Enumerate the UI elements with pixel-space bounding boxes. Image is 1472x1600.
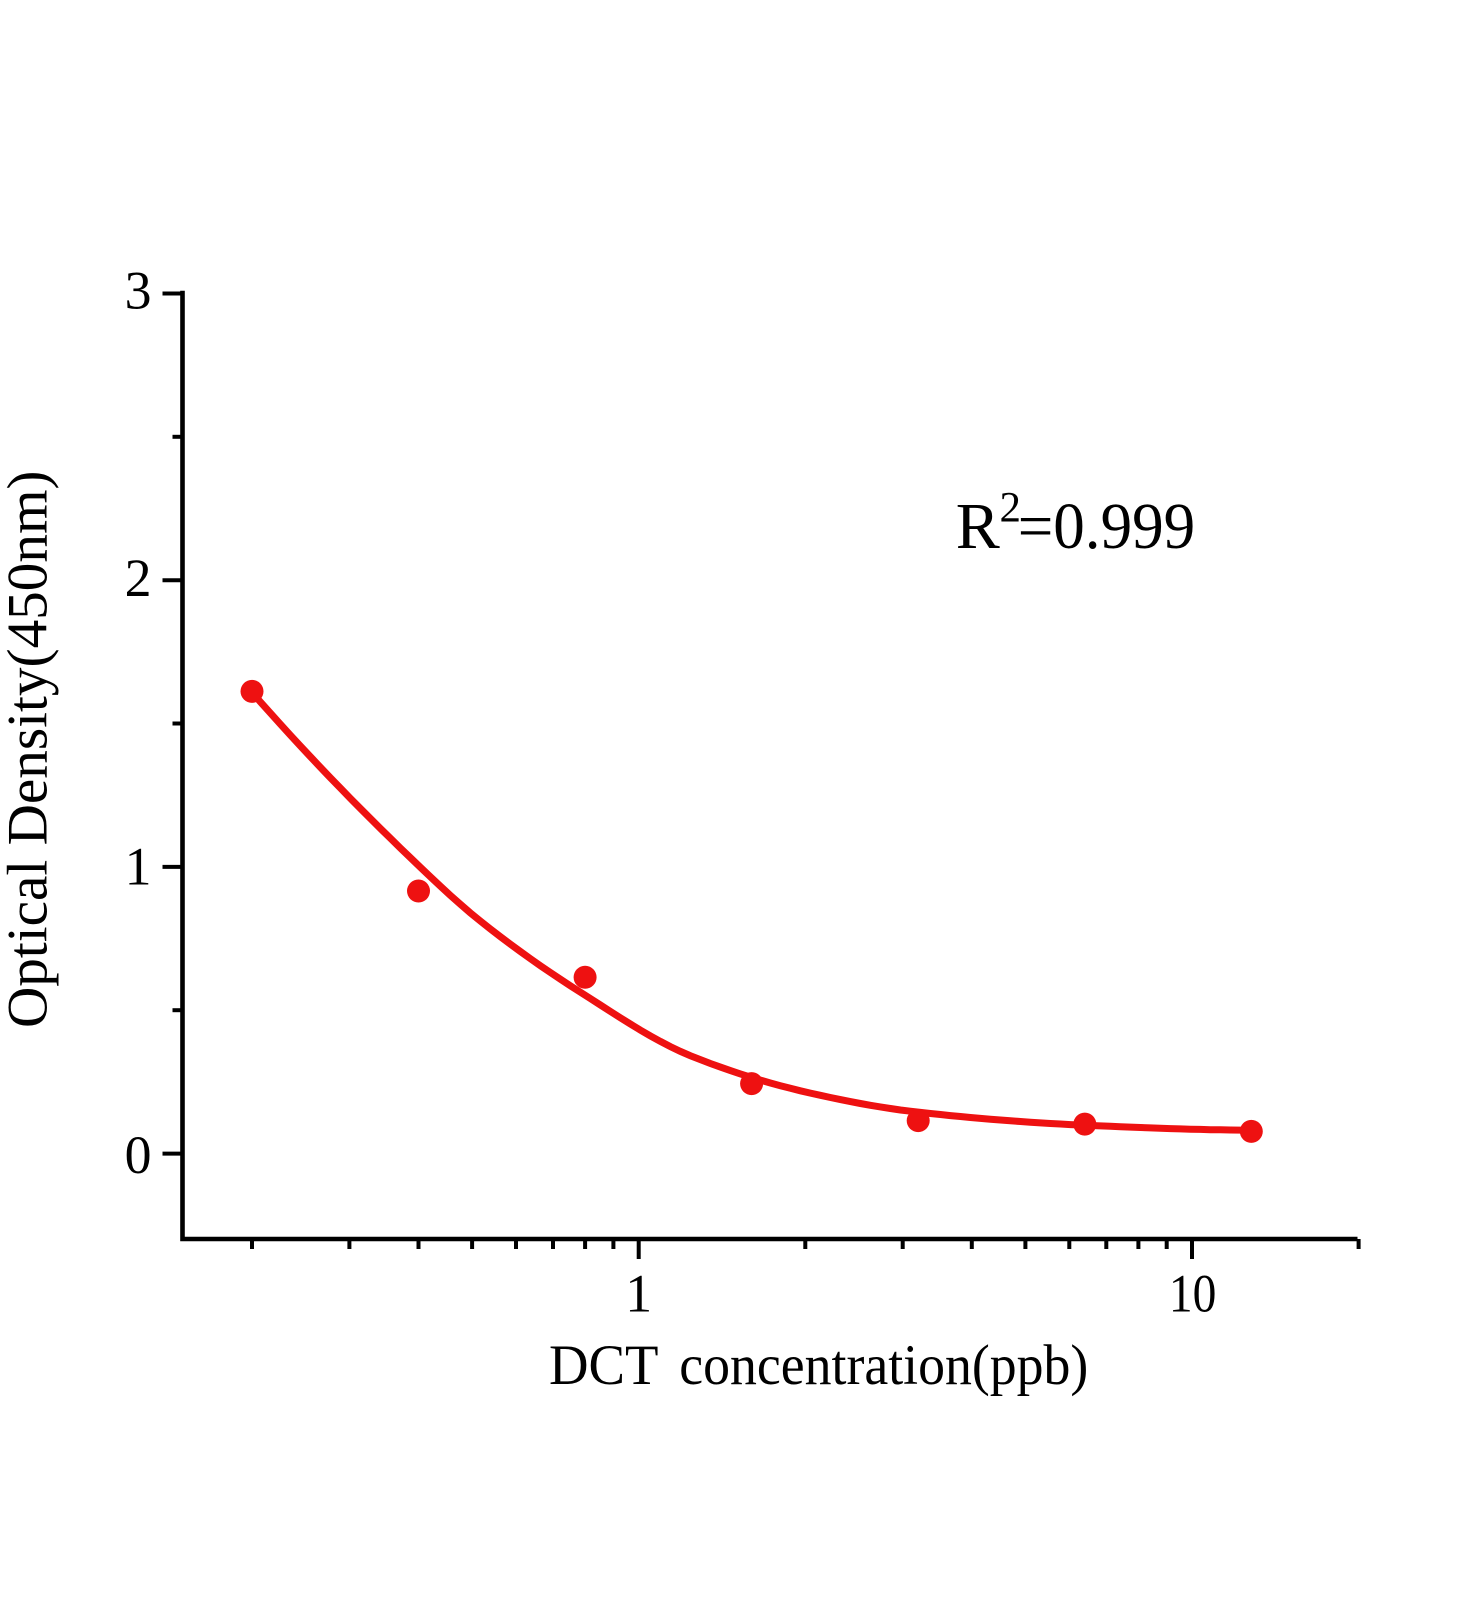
svg-text:concentration(ppb): concentration(ppb) bbox=[679, 1334, 1088, 1397]
svg-text:=0.999: =0.999 bbox=[1018, 490, 1195, 563]
svg-text:Optical Density(450nm): Optical Density(450nm) bbox=[0, 471, 60, 1028]
svg-text:2: 2 bbox=[1000, 485, 1022, 532]
svg-text:3: 3 bbox=[125, 261, 152, 321]
svg-text:1: 1 bbox=[625, 1264, 652, 1324]
svg-text:R: R bbox=[956, 490, 1000, 563]
svg-text:DCT: DCT bbox=[549, 1334, 659, 1397]
svg-text:2: 2 bbox=[125, 548, 152, 608]
svg-text:10: 10 bbox=[1169, 1264, 1217, 1324]
svg-text:0: 0 bbox=[125, 1125, 152, 1185]
svg-text:1: 1 bbox=[125, 836, 152, 896]
